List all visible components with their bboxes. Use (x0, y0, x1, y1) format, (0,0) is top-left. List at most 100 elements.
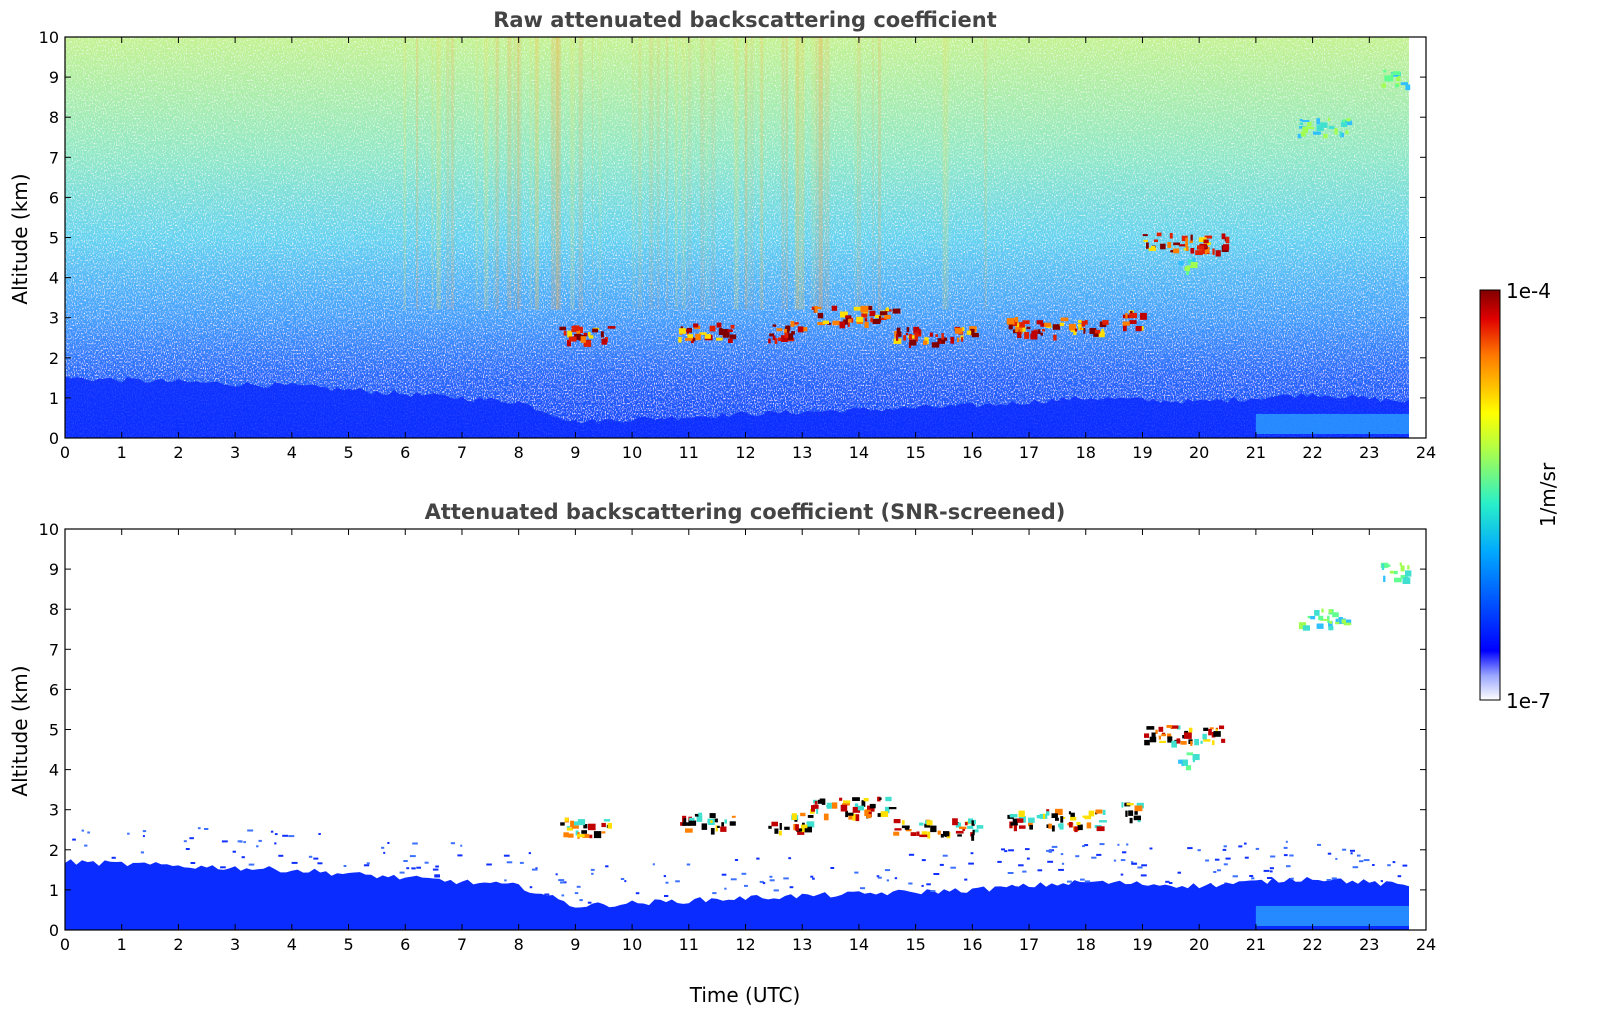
cloud-signal (817, 322, 826, 326)
aerosol-speck (686, 863, 691, 866)
aerosol-speck (1001, 848, 1006, 851)
noise-streak (818, 37, 823, 310)
cloud-signal (1068, 822, 1073, 828)
cloud-signal (1040, 322, 1047, 327)
cloud-signal (566, 339, 571, 347)
aerosol-speck (190, 862, 196, 864)
cloud-signal (1202, 733, 1207, 740)
cloud-signal (968, 818, 974, 824)
cloud-signal (781, 335, 788, 342)
aerosol-speck (1225, 857, 1231, 860)
cloud-signal (1044, 322, 1051, 327)
cloud-signal (962, 828, 966, 831)
cloud-signal (1394, 571, 1398, 575)
x-tick-label: 16 (962, 443, 982, 462)
noise-streak (475, 37, 478, 310)
cloud-signal (1161, 732, 1166, 735)
x-tick-label: 20 (1189, 443, 1209, 462)
aerosol-speck (933, 873, 940, 875)
cloud-signal (1070, 816, 1077, 821)
cloud-signal (814, 306, 818, 313)
y-tick-label: 1 (49, 389, 59, 408)
aerosol-speck (1317, 843, 1322, 846)
cloud-signal (814, 800, 818, 805)
cloud-signal (1181, 235, 1188, 242)
cloud-signal (1085, 320, 1088, 325)
aerosol-speck (1082, 845, 1085, 848)
aerosol-speck (256, 845, 259, 848)
cloud-signal (771, 821, 778, 827)
cloud-signal (600, 331, 604, 338)
cloud-signal (1070, 812, 1075, 819)
cloud-signal (827, 322, 832, 325)
cloud-signal (1074, 826, 1078, 833)
aerosol-speck (1213, 871, 1217, 873)
cloud-signal (1060, 816, 1064, 823)
cloud-signal (1405, 570, 1412, 577)
aerosol-speck (675, 880, 680, 883)
aerosol-speck (1217, 869, 1221, 872)
cloud-signal (840, 804, 848, 812)
aerosol-speck (1067, 880, 1072, 883)
x-tick-label: 15 (905, 443, 925, 462)
noise-streak (796, 37, 800, 310)
cloud-signal (874, 314, 882, 319)
cloud-signal (853, 306, 861, 311)
y-tick-label: 3 (49, 801, 59, 820)
cloud-signal (571, 328, 574, 333)
aerosol-speck (1140, 874, 1147, 877)
cloud-signal (816, 808, 819, 814)
cloud-signal (1299, 126, 1306, 129)
aerosol-speck (84, 844, 88, 847)
cloud-signal (579, 326, 583, 333)
x-tick-label: 21 (1246, 443, 1266, 462)
x-tick-label: 18 (1076, 935, 1096, 954)
x-tick-label: 8 (514, 935, 524, 954)
cloud-signal (693, 337, 696, 342)
aerosol-speck (587, 901, 592, 904)
cloud-signal (588, 335, 594, 339)
aerosol-speck (1096, 853, 1102, 856)
cloud-signal (560, 822, 565, 826)
aerosol-speck (81, 829, 84, 832)
cloud-signal (720, 826, 727, 832)
x-tick-label: 15 (905, 935, 925, 954)
noise-streak (750, 37, 754, 310)
cloud-signal (1084, 815, 1092, 820)
noise-streak (656, 37, 660, 310)
cloud-signal (801, 327, 808, 332)
cloud-signal (772, 335, 776, 341)
cloud-signal (1328, 609, 1333, 613)
cloud-signal (698, 812, 703, 815)
aerosol-speck (810, 875, 814, 878)
cloud-signal (794, 819, 798, 822)
aerosol-speck (1141, 864, 1147, 867)
cloud-signal (870, 317, 873, 323)
cloud-signal (1212, 248, 1215, 255)
aerosol-speck (591, 872, 594, 875)
cloud-signal (683, 818, 687, 826)
aerosol-speck (769, 875, 773, 878)
aerosol-speck (560, 881, 565, 884)
aerosol-speck (1120, 859, 1126, 862)
aerosol-speck (1331, 877, 1337, 880)
aerosol-speck (1223, 845, 1227, 848)
aerosol-speck (1397, 875, 1402, 878)
aerosol-speck (1327, 852, 1332, 855)
cloud-signal (935, 334, 938, 337)
y-tick-label: 5 (49, 229, 59, 248)
cloud-signal (722, 331, 730, 338)
cloud-signal (577, 819, 586, 826)
y-tick-label: 7 (49, 148, 59, 167)
aerosol-speck (383, 851, 386, 854)
noise-streak (555, 37, 558, 310)
cloud-signal (1400, 565, 1405, 572)
cloud-signal (1190, 248, 1195, 254)
cloud-signal (778, 830, 782, 836)
cloud-signal (1208, 728, 1212, 736)
y-tick-label: 2 (49, 841, 59, 860)
cloud-signal (880, 811, 889, 817)
cloud-signal (689, 817, 695, 821)
aerosol-speck (1244, 842, 1247, 845)
cloud-signal (1182, 759, 1188, 766)
